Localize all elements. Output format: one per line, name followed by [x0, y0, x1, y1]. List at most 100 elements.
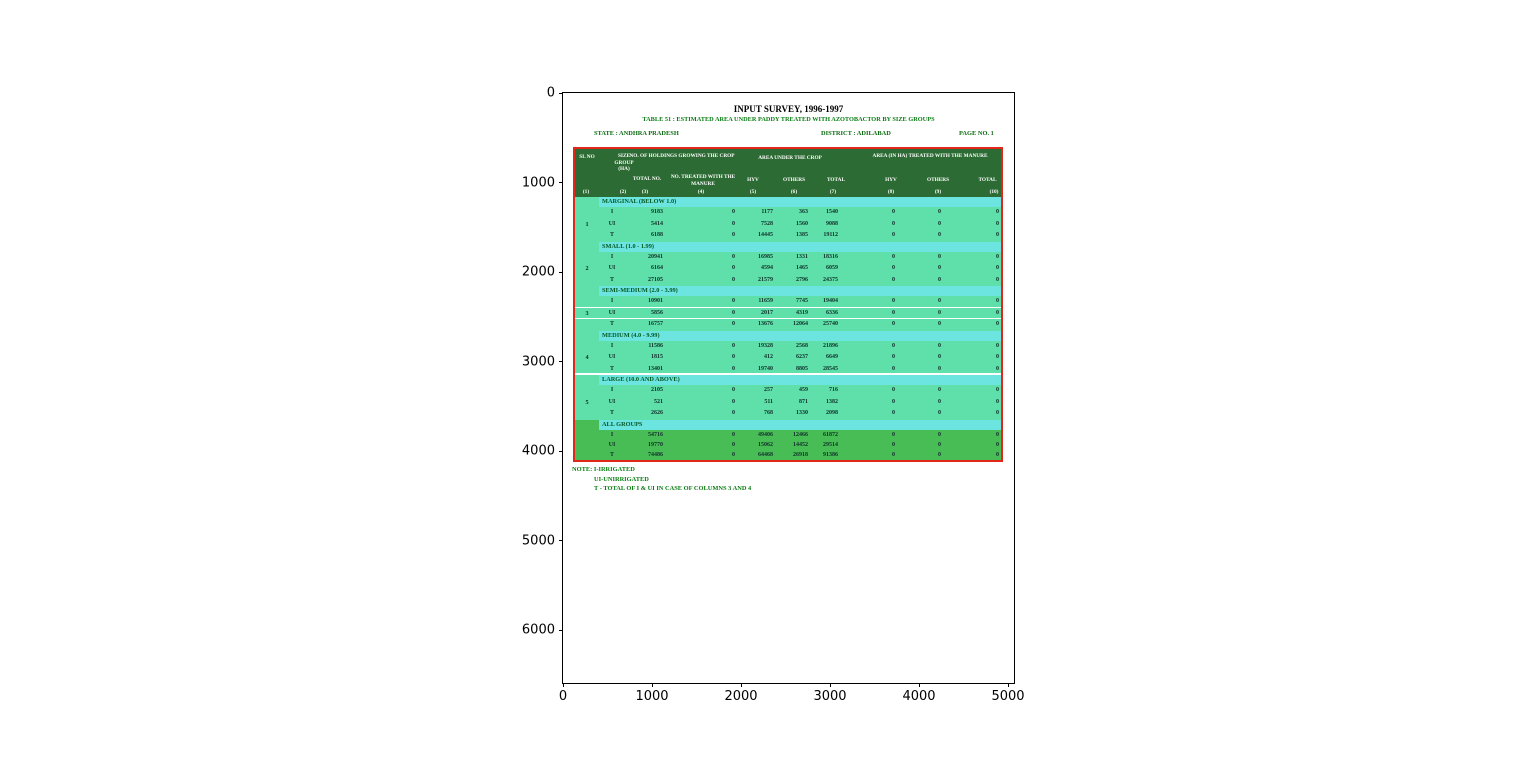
header-size-group-line2: GROUP — [614, 159, 634, 166]
row-irrigation-label: T — [609, 321, 614, 327]
separator-line — [575, 373, 1001, 375]
x-tick-mark — [918, 683, 920, 687]
cell-value: 1177 — [761, 209, 773, 215]
cell-value: 511 — [764, 398, 773, 405]
cell-value: 0 — [996, 354, 999, 360]
size-group-band: SMALL (1.0 - 1.99) — [599, 241, 1001, 252]
cell-value: 19328 — [758, 342, 773, 349]
size-group-band: MARGINAL (BELOW 1.0) — [599, 197, 1001, 207]
size-group-band: SEMI-MEDIUM (2.0 - 3.99) — [599, 286, 1001, 296]
cell-value: 0 — [732, 451, 735, 458]
table-row: I 20941 0 16985 1331 18316 0 0 0 — [575, 252, 1001, 264]
cell-value: 0 — [996, 441, 999, 448]
header-col-number: (6) — [790, 189, 798, 195]
y-tick-label: 1000 — [521, 175, 555, 190]
row-irrigation-label: I — [610, 387, 614, 393]
cell-value: 6649 — [826, 354, 838, 360]
size-group-number: 2 — [585, 265, 589, 273]
cell-value: 1382 — [826, 398, 838, 405]
table-row: UI 6164 0 4594 1465 6059 0 0 0 — [575, 263, 1001, 275]
cell-value: 0 — [938, 253, 941, 260]
row-irrigation-label: UI — [608, 354, 616, 360]
survey-table: SL NO SIZE GROUP (HA) NO. OF HOLDINGS GR… — [573, 147, 1003, 462]
cell-value: 2626 — [651, 410, 663, 416]
header-col-number: (8) — [887, 189, 895, 195]
table-row: I 11586 0 19328 2568 21896 0 0 0 — [575, 341, 1001, 353]
row-irrigation-label: I — [610, 209, 614, 215]
cell-value: 91386 — [823, 451, 838, 458]
cell-value: 54716 — [648, 431, 663, 438]
cell-value: 0 — [732, 365, 735, 372]
cell-value: 0 — [938, 220, 941, 227]
cell-value: 21579 — [758, 276, 773, 283]
cell-value: 0 — [996, 253, 999, 260]
cell-value: 0 — [892, 354, 895, 360]
cell-value: 0 — [732, 253, 735, 260]
row-irrigation-label: T — [609, 365, 614, 372]
cell-value: 0 — [938, 321, 941, 327]
cell-value: 0 — [996, 309, 999, 316]
cell-value: 0 — [996, 220, 999, 227]
row-irrigation-label: UI — [608, 309, 616, 316]
row-irrigation-label: UI — [608, 220, 616, 227]
cell-value: 11659 — [758, 298, 773, 304]
table-row: UI 5856 0 2017 4319 6336 0 0 0 — [575, 308, 1001, 319]
row-irrigation-label: T — [609, 232, 614, 238]
cell-value: 21896 — [823, 342, 838, 349]
header-col-number: (1) — [582, 189, 590, 195]
cell-value: 0 — [892, 321, 895, 327]
cell-value: 13401 — [648, 365, 663, 372]
cell-value: 4594 — [761, 265, 773, 271]
cell-value: 12466 — [793, 431, 808, 438]
size-group-band: ALL GROUPS — [599, 419, 1001, 430]
cell-value: 18316 — [823, 253, 838, 260]
cell-value: 0 — [938, 298, 941, 304]
header-slno: SL NO — [579, 154, 595, 160]
cell-value: 14452 — [793, 441, 808, 448]
cell-value: 6059 — [826, 265, 838, 271]
cell-value: 14445 — [758, 232, 773, 238]
state-label: STATE : ANDHRA PRADESH — [594, 130, 679, 137]
cell-value: 0 — [732, 321, 735, 327]
cell-value: 0 — [938, 365, 941, 372]
row-irrigation-label: T — [609, 451, 614, 458]
header-size-group-line3: (HA) — [618, 166, 630, 173]
cell-value: 12064 — [793, 321, 808, 327]
row-irrigation-label: I — [610, 298, 614, 304]
cell-value: 15062 — [758, 441, 773, 448]
y-tick-mark — [559, 450, 563, 452]
cell-value: 0 — [892, 220, 895, 227]
cell-value: 0 — [938, 431, 941, 438]
cell-value: 0 — [732, 309, 735, 316]
cell-value: 0 — [892, 441, 895, 448]
cell-value: 0 — [996, 451, 999, 458]
table-row: I 2105 0 257 459 716 0 0 0 — [575, 385, 1001, 397]
cell-value: 0 — [732, 220, 735, 227]
cell-value: 0 — [732, 398, 735, 405]
cell-value: 74486 — [648, 451, 663, 458]
cell-value: 0 — [938, 276, 941, 283]
cell-value: 27105 — [648, 276, 663, 283]
table-row: UI 521 0 511 871 1382 0 0 0 — [575, 397, 1001, 409]
cell-value: 0 — [938, 309, 941, 316]
cell-value: 0 — [996, 365, 999, 372]
cell-value: 19770 — [648, 441, 663, 448]
cell-value: 768 — [764, 410, 773, 416]
document-subtitle: TABLE 51 : ESTIMATED AREA UNDER PADDY TR… — [642, 116, 935, 123]
page-number-label: PAGE NO. 1 — [959, 130, 994, 137]
cell-value: 0 — [732, 354, 735, 360]
header-sub-hyv-area: HYV — [747, 177, 759, 183]
y-tick-mark — [559, 361, 563, 362]
cell-value: 19404 — [823, 298, 838, 304]
size-group-band: MEDIUM (4.0 - 9.99) — [599, 330, 1001, 341]
cell-value: 19112 — [823, 232, 838, 238]
cell-value: 49406 — [758, 431, 773, 438]
size-group-number: 4 — [585, 354, 589, 362]
header-size-group: SIZE GROUP (HA) — [599, 153, 649, 173]
cell-value: 1465 — [796, 265, 808, 271]
cell-value: 0 — [938, 265, 941, 271]
cell-value: 0 — [938, 410, 941, 416]
note-line-1: NOTE: I-IRRIGATED — [572, 466, 635, 473]
cell-value: 25740 — [823, 321, 838, 327]
row-irrigation-label: UI — [608, 441, 616, 448]
